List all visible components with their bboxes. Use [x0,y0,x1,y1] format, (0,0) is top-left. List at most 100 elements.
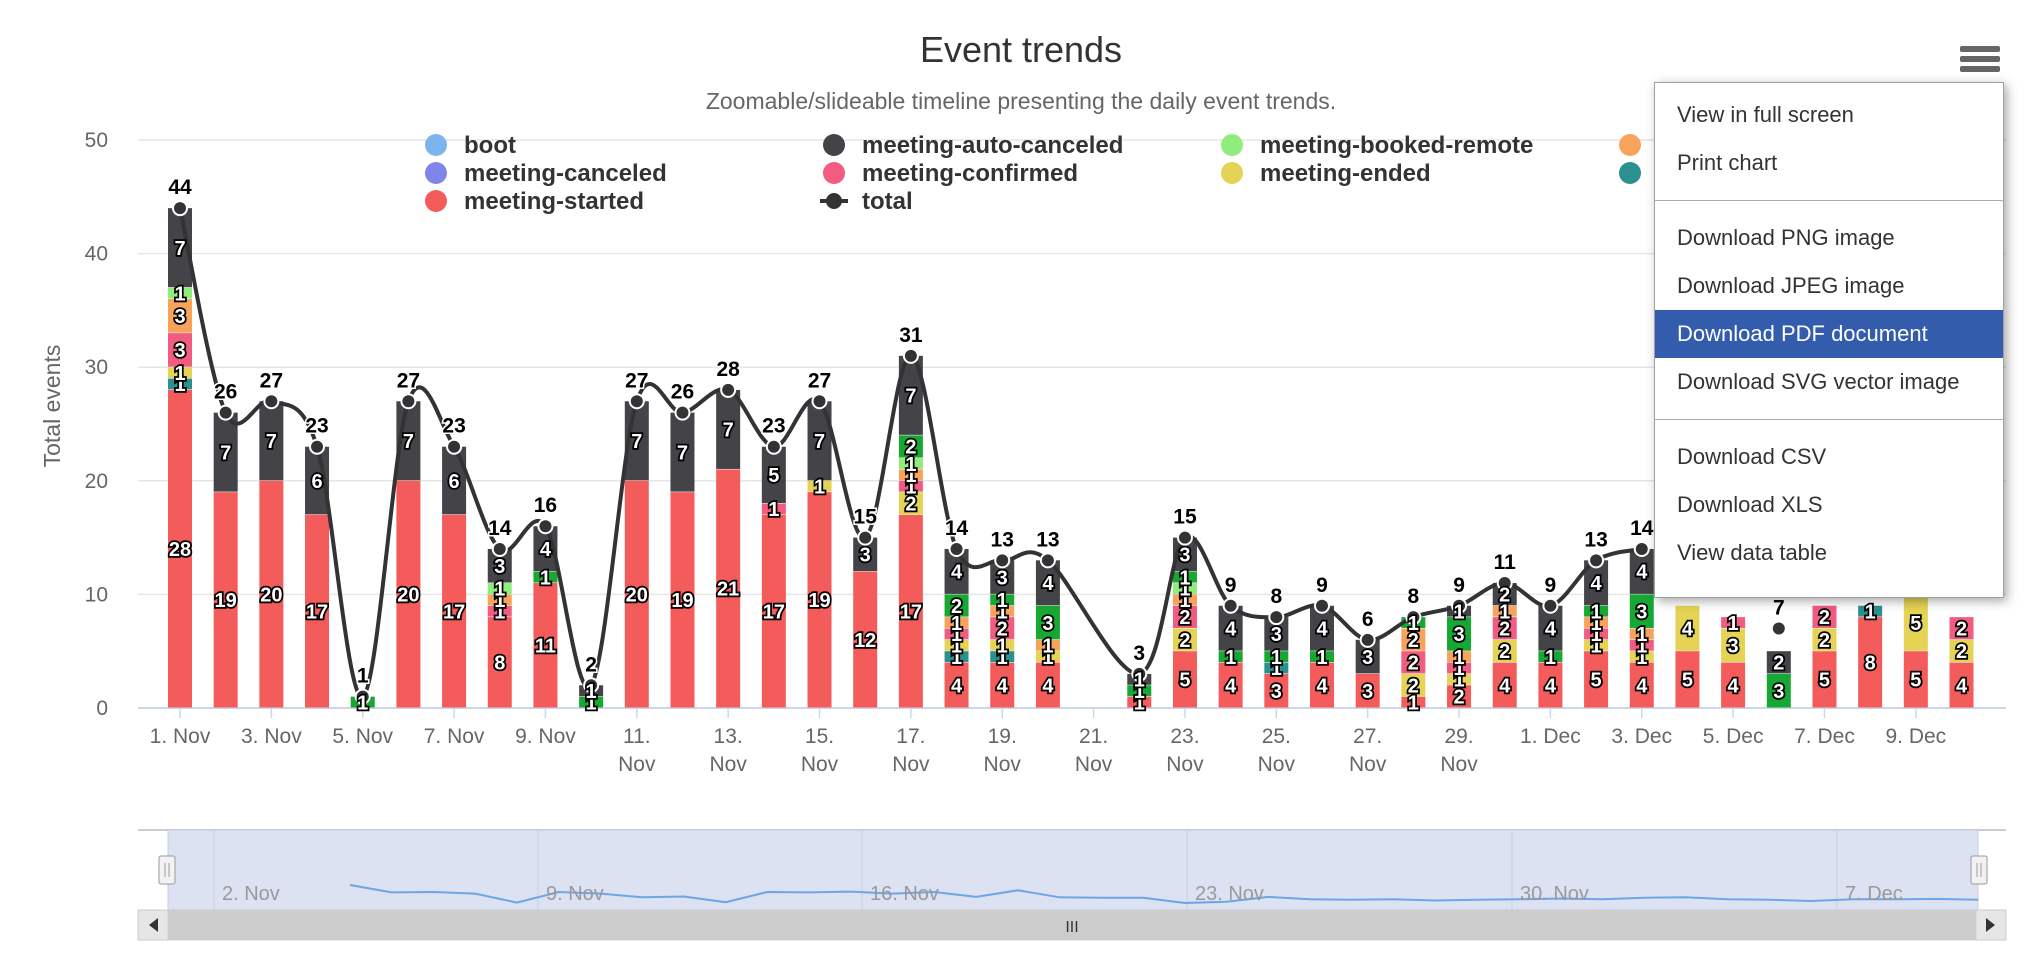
total-data-label: 14 [1630,517,1654,540]
menu-item-view-in-full-screen[interactable]: View in full screen [1677,102,1854,127]
hamburger-menu-icon[interactable] [1960,42,2000,76]
bar-data-label: 1 [1134,681,1145,703]
bar-segment-orange [1172,594,1197,606]
bar-data-label: 2 [1773,653,1784,675]
legend-item-label[interactable]: total [862,188,913,215]
total-point [1588,552,1605,569]
bar-segment-booked [168,287,192,299]
total-data-label: 7 [1773,596,1785,619]
navigator-series-line [349,884,1979,905]
legend-item-label[interactable]: meeting-booked-remote [1260,132,1533,159]
x-tick-label: 29. Nov [1440,725,1478,776]
bar-data-label: 1 [997,590,1008,612]
total-point [674,404,691,421]
bar-data-label: 2 [905,437,916,459]
total-data-label: 6 [1362,608,1374,631]
menu-item-download-jpeg-image[interactable]: Download JPEG image [1677,273,1905,298]
x-tick-label: 19. Nov [984,725,1022,776]
bar-data-label: 1 [905,454,916,476]
bar-data-label: 1 [997,636,1008,658]
bar-segment-confirmed [1447,662,1472,674]
bar-segment-ended [1447,673,1472,685]
total-data-label: 23 [305,415,328,438]
data-labels: 2811331719720717612071768111311141120719… [167,175,1970,716]
scrollbar-thumb[interactable] [168,910,1978,940]
bar-segment-started [1812,651,1837,708]
bar-data-label: 2 [997,618,1008,640]
bar-data-label: 7 [220,442,231,464]
bar-segment-orange [1401,628,1426,651]
total-point [628,393,645,410]
bar-segment-ended [1492,639,1517,663]
legend-item-label[interactable]: meeting-confirmed [862,160,1078,187]
total-data-label: 28 [716,358,740,381]
menu-item-download-svg-vector-image[interactable]: Download SVG vector image [1677,369,1960,394]
menu-item-download-csv[interactable]: Download CSV [1677,444,1827,469]
legend-item-label[interactable]: meeting-auto-canceled [862,132,1123,159]
navigator-label: 9. Nov [546,883,604,905]
bar-segment-started [487,617,512,708]
bar-segment-started [213,492,238,708]
bar-data-label: 4 [1042,675,1054,697]
scrollbar-left-button[interactable] [137,909,169,941]
bar-data-label: 1 [905,465,916,487]
bar-segment-ended [1949,639,1974,663]
menu-item-download-xls[interactable]: Download XLS [1677,492,1823,517]
legend-marker [425,162,447,184]
navigator-left-handle[interactable] [158,855,176,885]
bar-segment-started [761,514,786,708]
bar-segment-orange [990,605,1015,617]
bar-data-label: 1 [1591,624,1602,646]
bar-data-label: 1 [1545,647,1556,669]
bar-data-label: 1 [1453,601,1464,623]
total-point [446,438,463,455]
navigator-right-handle[interactable] [1970,855,1988,885]
bar-segment-started [1903,651,1928,708]
legend-item-label[interactable]: meeting-canceled [464,160,667,187]
menu-item-print-chart[interactable]: Print chart [1677,150,1778,175]
bar-data-label: 2 [1956,641,1967,663]
bar-segment-orange [1629,628,1654,640]
legend-item-label[interactable]: meeting-started [464,188,644,215]
bar-data-label: 3 [997,567,1008,589]
navigator[interactable]: 2. Nov 9. Nov 16. Nov 23. Nov 30. Nov 7. Dec … [137,829,2007,941]
total-point [263,393,280,410]
bar-data-label: 3 [1179,545,1190,567]
bar-data-label: 2 [1819,607,1830,629]
bar-segment-green [1447,617,1472,651]
menu-item-download-png-image[interactable]: Download PNG image [1677,225,1895,250]
legend-marker [425,190,447,212]
bar-data-label: 20 [626,584,648,606]
bar-data-label: 1 [1179,579,1190,601]
bar-data-label: 4 [1636,675,1648,697]
total-data-label: 14 [945,517,969,540]
bar-segment-auto [442,446,467,515]
menu-item-download-pdf-document[interactable]: Download PDF document [1655,310,2003,358]
bar-segment-started [1127,696,1152,708]
legend-item-label[interactable]: meeting-ended [1260,160,1431,187]
total-point [994,552,1011,569]
legend-item-label[interactable]: boot [464,132,516,159]
total-data-label: 14 [488,517,512,540]
bar-data-label: 17 [443,601,465,623]
menu-item-view-data-table[interactable]: View data table [1677,540,1828,565]
total-data-label: 8 [1408,585,1420,608]
bar-data-label: 2 [1408,630,1419,652]
bar-segment-started [670,492,695,708]
bar-segment-ended [1629,651,1654,663]
x-tick-label: 27. Nov [1349,725,1387,776]
bar-data-label: 1 [1134,692,1145,714]
bar-data-label: 1 [586,692,597,714]
bar-segment-green [1629,594,1654,628]
bar-segment-green [533,571,558,583]
total-point [902,347,919,364]
bar-segment-orange [1035,639,1060,651]
bar-data-label: 3 [1773,681,1784,703]
bar-data-label: 1 [494,590,505,612]
bar-segment-started [168,389,192,708]
bar-data-label: 19 [215,590,237,612]
bar-data-label: 2 [1408,653,1419,675]
total-data-label: 9 [1316,574,1328,597]
bar-segment-ended [168,367,192,379]
bar-data-label: 3 [494,556,505,578]
